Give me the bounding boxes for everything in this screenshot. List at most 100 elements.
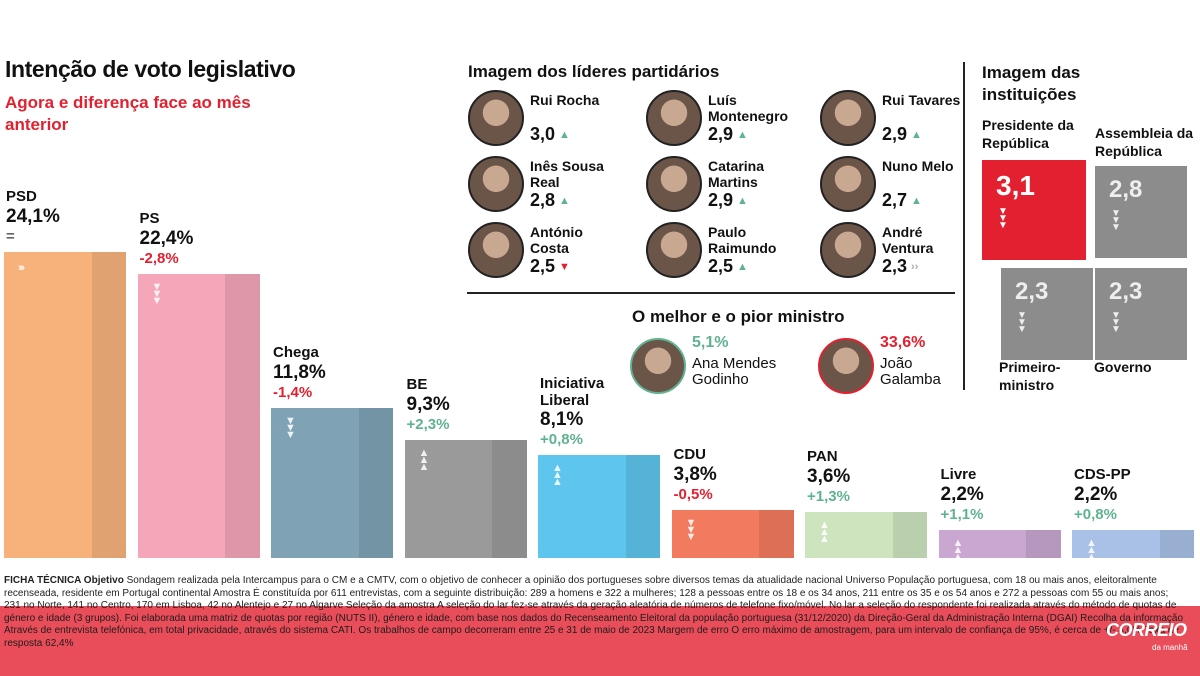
institution-score-box: 2,8 ▼ ▼ ▼ [1095, 166, 1187, 258]
party-diff: -2,8% [139, 249, 179, 267]
party-value: 2,2% [940, 484, 984, 506]
trend-down-icon: ▼ ▼ ▼ [1017, 310, 1027, 335]
leader-photo [820, 156, 876, 212]
leader-photo [820, 222, 876, 278]
technical-note-continued: 231 no Norte, 141 no Centro, 170 em Lisb… [4, 600, 1184, 649]
trend-flat-icon: ›› [911, 261, 919, 273]
institutions-title: Imagem das instituições [982, 63, 1081, 104]
party-diff: +1,1% [940, 506, 984, 524]
leader-score: 2,9 ▲ [708, 124, 748, 145]
bar-shade [492, 439, 527, 558]
party-value: 8,1% [540, 409, 584, 431]
leader-score-value: 2,9 [708, 124, 734, 144]
party-diff: +1,3% [807, 488, 850, 506]
party-diff: = [6, 228, 15, 246]
bar-cdu: ▼ ▼ ▼ [671, 509, 794, 558]
leader-score: 2,9 ▲ [882, 124, 922, 145]
institution-score: 2,8 [1109, 176, 1143, 203]
party-label: PSD [6, 188, 37, 206]
party-diff: -1,4% [273, 384, 313, 402]
bar-ps: ▼ ▼ ▼ [137, 273, 260, 558]
institution-label: Governo [1094, 359, 1152, 375]
bar-livre: ▲ ▲ ▲ [938, 530, 1061, 564]
leader-name: António Costa [530, 224, 583, 256]
bar-shade [759, 509, 794, 558]
leader-score-value: 2,3 [882, 256, 908, 276]
leader-photo [820, 90, 876, 146]
institution-score: 2,3 [1109, 278, 1143, 305]
party-value: 9,3% [406, 393, 450, 415]
leader-name: Paulo Raimundo [708, 224, 777, 256]
newspaper-logo[interactable]: CORREIO [1106, 620, 1187, 640]
institution-label: Assembleia da República [1095, 125, 1194, 159]
party-diff: +2,3% [406, 415, 450, 433]
technical-note: FICHA TÉCNICA Objetivo Sondagem realizad… [0, 575, 1200, 600]
leader-score: 2,3 ›› [882, 256, 918, 277]
bar-shade [225, 273, 260, 558]
party-label: PAN [807, 448, 838, 466]
best-minister-value: 5,1% [692, 334, 729, 351]
leader-photo [468, 156, 524, 212]
leader-photo [468, 222, 524, 278]
minister-photo [818, 338, 874, 394]
party-value: 2,2% [1074, 484, 1118, 506]
leader-score-value: 2,9 [708, 190, 734, 210]
bar-shade [892, 512, 927, 558]
trend-up-icon: ▲ [737, 261, 748, 273]
leader-name: Rui Tavares [882, 92, 961, 108]
leader-score-value: 2,7 [882, 190, 908, 210]
bar-shade [625, 455, 660, 558]
section-divider [467, 292, 955, 294]
leader-photo [646, 156, 702, 212]
trend-down-icon: ▼ ▼ ▼ [998, 206, 1008, 231]
party-label: BE [406, 375, 428, 393]
trend-down-icon: ▼ ▼ ▼ [1111, 208, 1121, 233]
leader-score: 2,5 ▼ [530, 256, 570, 277]
party-label: Chega [273, 344, 319, 362]
bar-shade [91, 252, 126, 558]
leader-name: Catarina Martins [708, 158, 765, 190]
leader-name: André Ventura [882, 224, 934, 256]
party-diff: +0,8% [540, 431, 583, 449]
leader-score-value: 3,0 [530, 124, 556, 144]
trend-arrows-icon: ››› [18, 262, 25, 275]
bar-shade [1159, 530, 1194, 558]
party-label: CDU [673, 445, 707, 463]
party-value: 11,8% [273, 362, 326, 384]
technical-note-text: Sondagem realizada pela Intercampus para… [4, 575, 1169, 599]
leader-score: 3,0 ▲ [530, 124, 570, 145]
column-divider [963, 62, 965, 390]
leader-name: Luís Montenegro [708, 92, 789, 124]
leader-score: 2,7 ▲ [882, 190, 922, 211]
bar-cds-pp: ▲ ▲ ▲ [1072, 530, 1194, 564]
leader-photo [646, 222, 702, 278]
chart-subtitle: Agora e diferença face ao mês anterior [5, 93, 251, 134]
trend-arrows-icon: ▲ ▲ ▲ [952, 537, 964, 564]
institution-score-box: 2,3 ▼ ▼ ▼ [1095, 268, 1187, 360]
leader-photo [646, 90, 702, 146]
trend-arrows-icon: ▼ ▼ ▼ [151, 280, 163, 307]
minister-photo [630, 338, 686, 394]
best-minister-name: Ana Mendes Godinho [692, 355, 777, 388]
institution-label: Presidente da República [982, 117, 1074, 151]
worst-minister-name: João Galamba [880, 355, 941, 388]
leader-name: Rui Rocha [530, 92, 600, 108]
party-diff: +0,8% [1074, 506, 1117, 524]
institution-score-box: 2,3 ▼ ▼ ▼ [1001, 268, 1093, 360]
institution-score-box: 3,1 ▼ ▼ ▼ [982, 160, 1086, 260]
trend-up-icon: ▲ [737, 195, 748, 207]
party-diff: -0,5% [673, 485, 713, 503]
leader-photo [468, 90, 524, 146]
trend-arrows-icon: ▼ ▼ ▼ [285, 415, 296, 442]
bar-pan: ▲ ▲ ▲ [805, 512, 927, 558]
leader-score: 2,5 ▲ [708, 256, 748, 277]
trend-down-icon: ▼ ▼ ▼ [1111, 310, 1121, 335]
worst-minister-value: 33,6% [880, 334, 926, 351]
trend-arrows-icon: ▲ ▲ ▲ [1086, 537, 1097, 564]
leader-score-value: 2,8 [530, 190, 556, 210]
trend-arrows-icon: ▲ ▲ ▲ [552, 462, 563, 489]
trend-arrows-icon: ▼ ▼ ▼ [685, 516, 697, 543]
leader-score-value: 2,5 [708, 256, 734, 276]
trend-up-icon: ▲ [559, 129, 570, 141]
party-label: Livre [940, 466, 977, 484]
